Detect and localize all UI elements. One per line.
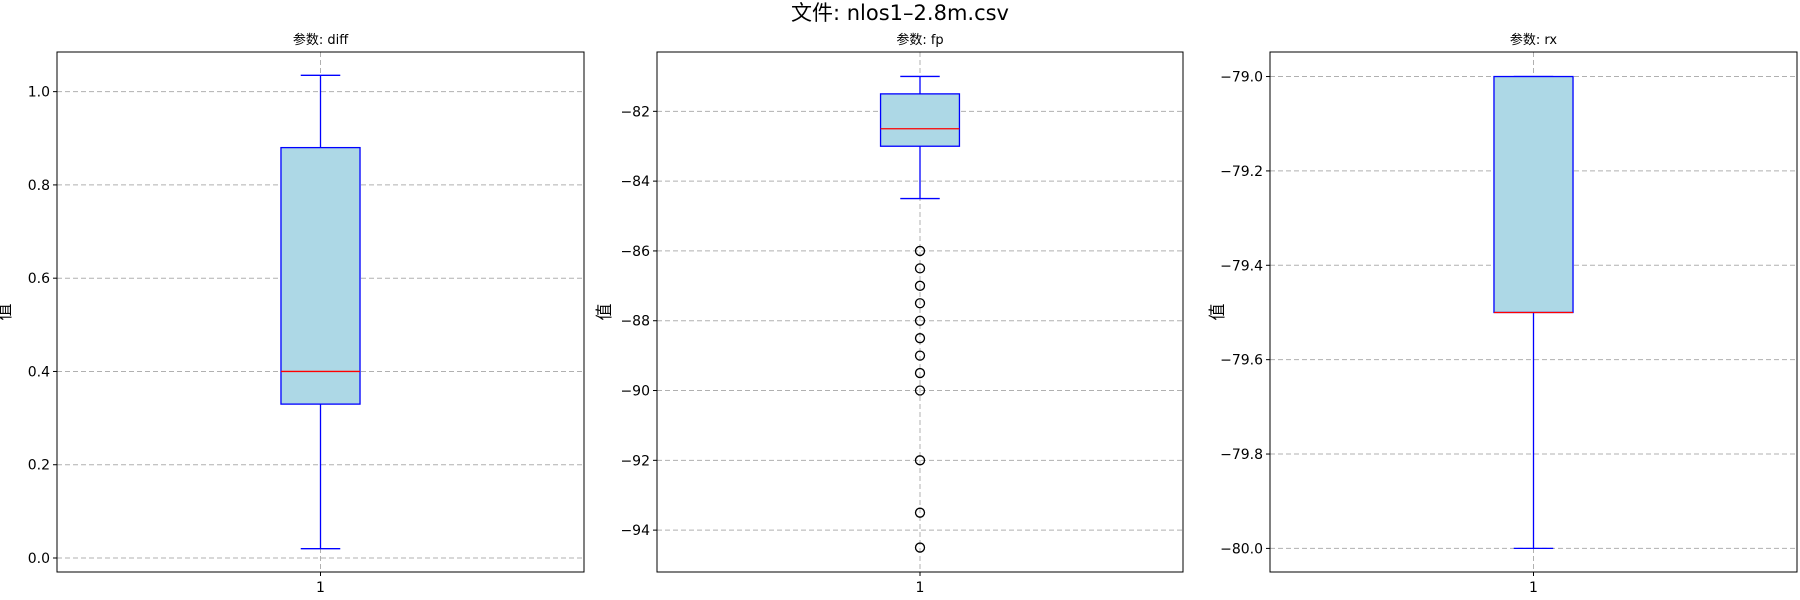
y-tick-label: 0.2 (28, 458, 50, 474)
x-tick-label: 1 (316, 580, 325, 596)
y-tick-label: 0.6 (28, 271, 50, 287)
y-axis-label: 值 (0, 304, 15, 321)
outlier-point (914, 333, 926, 344)
outlier-point (914, 455, 926, 466)
outlier-point (914, 298, 926, 309)
y-axis-label: 值 (595, 304, 615, 321)
y-tick-label: −79.4 (1220, 258, 1263, 274)
outlier-point (914, 280, 926, 291)
y-tick-label: 0.0 (28, 551, 50, 567)
y-tick-label: 1.0 (28, 85, 50, 101)
subplot-3: −79.0 −79.2 −79.4 −79.6 −79.8 −80.0 1 参数: rx 值 (1208, 32, 1798, 596)
iqr-box (280, 146, 361, 405)
outlier-point (914, 385, 926, 396)
y-tick-label: −88 (620, 314, 650, 330)
subplot-1: 0.0 0.2 0.4 0.6 0.8 1.0 1 参数: diff 值 (0, 32, 585, 596)
x-tick-label: 1 (1529, 580, 1538, 596)
outlier-point (914, 350, 926, 361)
y-tick-label: −79.8 (1220, 447, 1263, 463)
outlier-point (914, 367, 926, 379)
outlier-point (914, 542, 926, 553)
x-tick-label: 1 (916, 580, 925, 596)
y-axis-label: 值 (1208, 304, 1228, 321)
y-tick-label: −86 (620, 244, 650, 260)
y-tick-label: −94 (620, 523, 650, 539)
y-tick-label: −79.2 (1220, 164, 1263, 180)
y-tick-label: −90 (620, 384, 650, 400)
outlier-point (914, 315, 926, 326)
subplots: 0.0 0.2 0.4 0.6 0.8 1.0 1 参数: diff 值 −82 −84 −86 −88… (0, 32, 1798, 596)
subplot-title: 参数: diff (293, 32, 349, 48)
y-tick-label: −92 (620, 453, 650, 469)
figure-title: 文件: nlos1–2.8m.csv (791, 1, 1009, 25)
subplot-title: 参数: fp (896, 32, 943, 48)
y-tick-label: −79.0 (1220, 70, 1263, 86)
y-tick-label: −82 (620, 104, 650, 120)
subplot-title: 参数: rx (1510, 32, 1558, 48)
y-tick-label: −84 (620, 174, 650, 190)
iqr-box (1493, 75, 1574, 314)
y-tick-label: −79.6 (1220, 353, 1263, 369)
subplot-2: −82 −84 −86 −88 −90 −92 −94 1 参数: fp 值 (595, 32, 1184, 596)
y-tick-label: 0.4 (28, 364, 50, 380)
outlier-point (914, 263, 926, 274)
iqr-box (879, 93, 961, 147)
y-tick-label: 0.8 (28, 178, 50, 194)
y-tick-label: −80.0 (1220, 541, 1263, 557)
outlier-point (914, 245, 926, 257)
outlier-point (914, 507, 926, 518)
